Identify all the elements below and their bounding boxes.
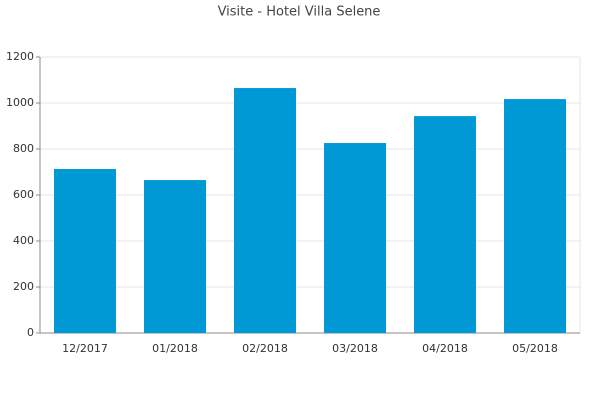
x-tick-label: 05/2018: [512, 342, 558, 355]
y-tick-label: 0: [27, 326, 34, 339]
x-tick-label: 02/2018: [242, 342, 288, 355]
y-tick-label: 1000: [6, 96, 34, 109]
bar: [234, 88, 296, 333]
chart-title: Visite - Hotel Villa Selene: [218, 5, 381, 20]
y-tick-label: 600: [13, 188, 34, 201]
y-tick-label: 200: [13, 280, 34, 293]
bar: [504, 99, 566, 333]
bar: [414, 116, 476, 333]
y-tick-label: 400: [13, 234, 34, 247]
x-tick-label: 01/2018: [152, 342, 198, 355]
y-tick-label: 800: [13, 142, 34, 155]
bar: [144, 180, 206, 333]
bar: [324, 143, 386, 333]
x-tick-label: 12/2017: [62, 342, 108, 355]
x-tick-label: 04/2018: [422, 342, 468, 355]
x-tick-label: 03/2018: [332, 342, 378, 355]
y-tick-label: 1200: [6, 50, 34, 63]
bar: [54, 169, 116, 333]
